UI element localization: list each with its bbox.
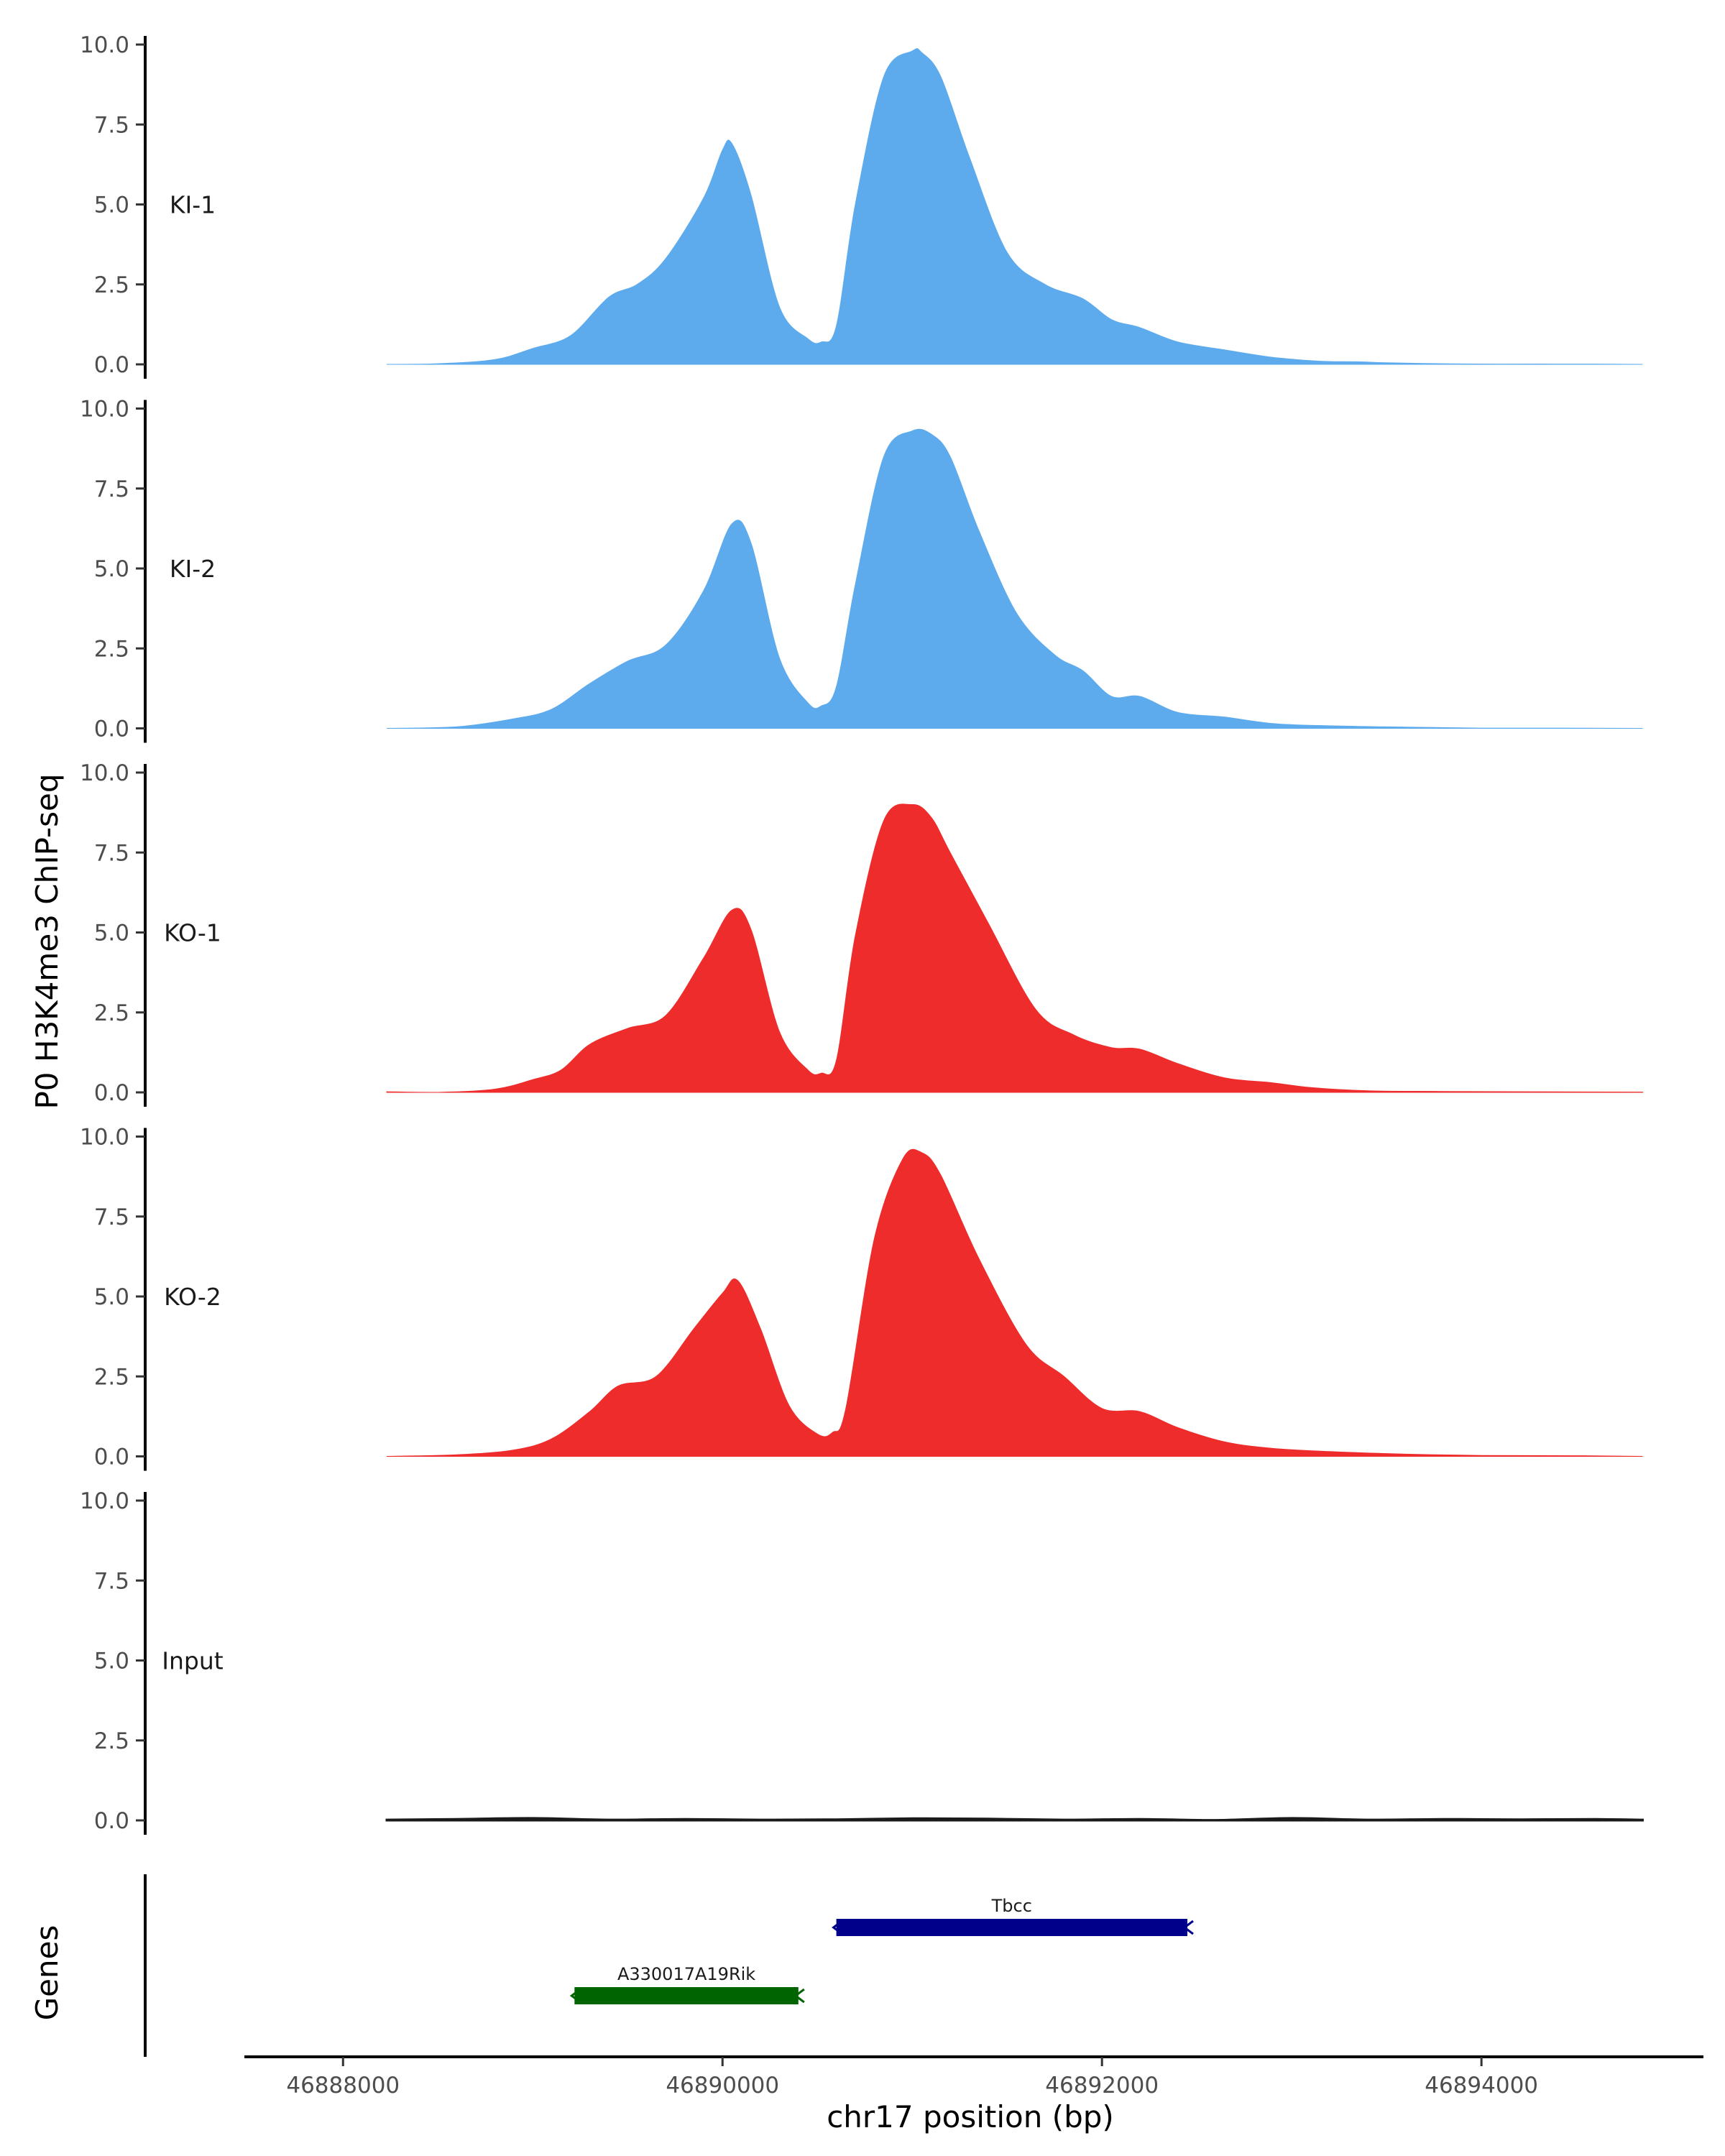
y-tick-label-ko-1: 10.0 (80, 760, 129, 786)
x-axis-title: chr17 position (bp) (827, 2099, 1114, 2134)
y-tick-label-ki-1: 2.5 (94, 272, 129, 298)
y-tick-label-ko-2: 0.0 (94, 1445, 129, 1470)
y-tick-label-ki-1: 0.0 (94, 352, 129, 378)
signal-area-ko-2 (386, 1148, 1643, 1457)
y-tick-label-input: 5.0 (94, 1649, 129, 1674)
tracks-group: 0.0 2.5 5.0 7.5 10.0 KI-1 0.0 2.5 5.0 7.5 10.0 KI-2… (80, 32, 1644, 1835)
y-tick-label-ki-2: 5.0 (94, 556, 129, 582)
y-tick-label-ki-2: 0.0 (94, 717, 129, 742)
track-label-ki-1: KI-1 (170, 191, 216, 219)
y-tick-label-ki-1: 5.0 (94, 193, 129, 218)
y-axis-title: P0 H3K4me3 ChIP-seq (29, 773, 65, 1109)
y-tick-label-ko-1: 5.0 (94, 921, 129, 946)
y-tick-label-ki-2: 10.0 (80, 397, 129, 423)
track-ko-2: 0.0 2.5 5.0 7.5 10.0 KO-2 (80, 1125, 1643, 1471)
signal-area-input (385, 1817, 1644, 1822)
track-ki-1: 0.0 2.5 5.0 7.5 10.0 KI-1 (80, 32, 1643, 379)
y-tick-label-ko-2: 10.0 (80, 1125, 129, 1151)
y-tick-label-ko-1: 2.5 (94, 1000, 129, 1026)
gene-label-a330017a19rik: A330017A19Rik (617, 1964, 755, 1984)
y-tick-label-ko-1: 7.5 (94, 840, 129, 866)
y-tick-label-input: 2.5 (94, 1728, 129, 1754)
gene-body-a330017a19rik (574, 1987, 799, 2004)
strand-arrow-a330017a19rik (569, 1988, 581, 2004)
y-tick-label-input: 0.0 (94, 1808, 129, 1834)
gene-label-tbcc: Tbcc (991, 1896, 1032, 1916)
y-tick-label-ki-1: 10.0 (80, 32, 129, 58)
track-input: 0.0 2.5 5.0 7.5 10.0 Input (80, 1488, 1644, 1835)
y-tick-label-ko-2: 5.0 (94, 1284, 129, 1310)
strand-arrow-tbcc (1182, 1920, 1194, 1935)
y-tick-label-ki-2: 7.5 (94, 476, 129, 502)
track-label-ko-2: KO-2 (164, 1283, 221, 1311)
y-tick-label-ko-1: 0.0 (94, 1080, 129, 1106)
gene-a330017a19rik: A330017A19Rik (569, 1964, 805, 2004)
track-label-ki-2: KI-2 (170, 555, 216, 583)
y-tick-label-input: 7.5 (94, 1568, 129, 1594)
y-tick-label-ki-2: 2.5 (94, 636, 129, 662)
signal-area-ki-1 (386, 48, 1643, 365)
x-tick-label: 46892000 (1045, 2073, 1159, 2099)
genes-panel: Tbcc A330017A19Rik (144, 1874, 1194, 2057)
x-tick-label: 46894000 (1425, 2073, 1538, 2099)
x-axis: 46888000 46890000 46892000 46894000 (244, 2055, 1703, 2099)
track-ko-1: 0.0 2.5 5.0 7.5 10.0 KO-1 (80, 760, 1643, 1107)
signal-area-ki-2 (386, 428, 1643, 729)
signal-area-ko-1 (386, 803, 1643, 1093)
strand-arrow-tbcc (832, 1920, 843, 1935)
track-label-ko-1: KO-1 (164, 919, 221, 947)
x-tick-label: 46890000 (666, 2073, 779, 2099)
gene-tbcc: Tbcc (832, 1896, 1194, 1936)
genes-panel-title: Genes (29, 1925, 65, 2021)
y-tick-label-ko-2: 7.5 (94, 1204, 129, 1230)
y-tick-label-ki-1: 7.5 (94, 112, 129, 138)
y-tick-label-input: 10.0 (80, 1488, 129, 1514)
track-ki-2: 0.0 2.5 5.0 7.5 10.0 KI-2 (80, 397, 1643, 743)
x-tick-label: 46888000 (286, 2073, 400, 2099)
track-label-input: Input (162, 1647, 224, 1675)
strand-arrow-a330017a19rik (794, 1988, 805, 2004)
gene-body-tbcc (836, 1919, 1187, 1936)
y-tick-label-ko-2: 2.5 (94, 1364, 129, 1390)
